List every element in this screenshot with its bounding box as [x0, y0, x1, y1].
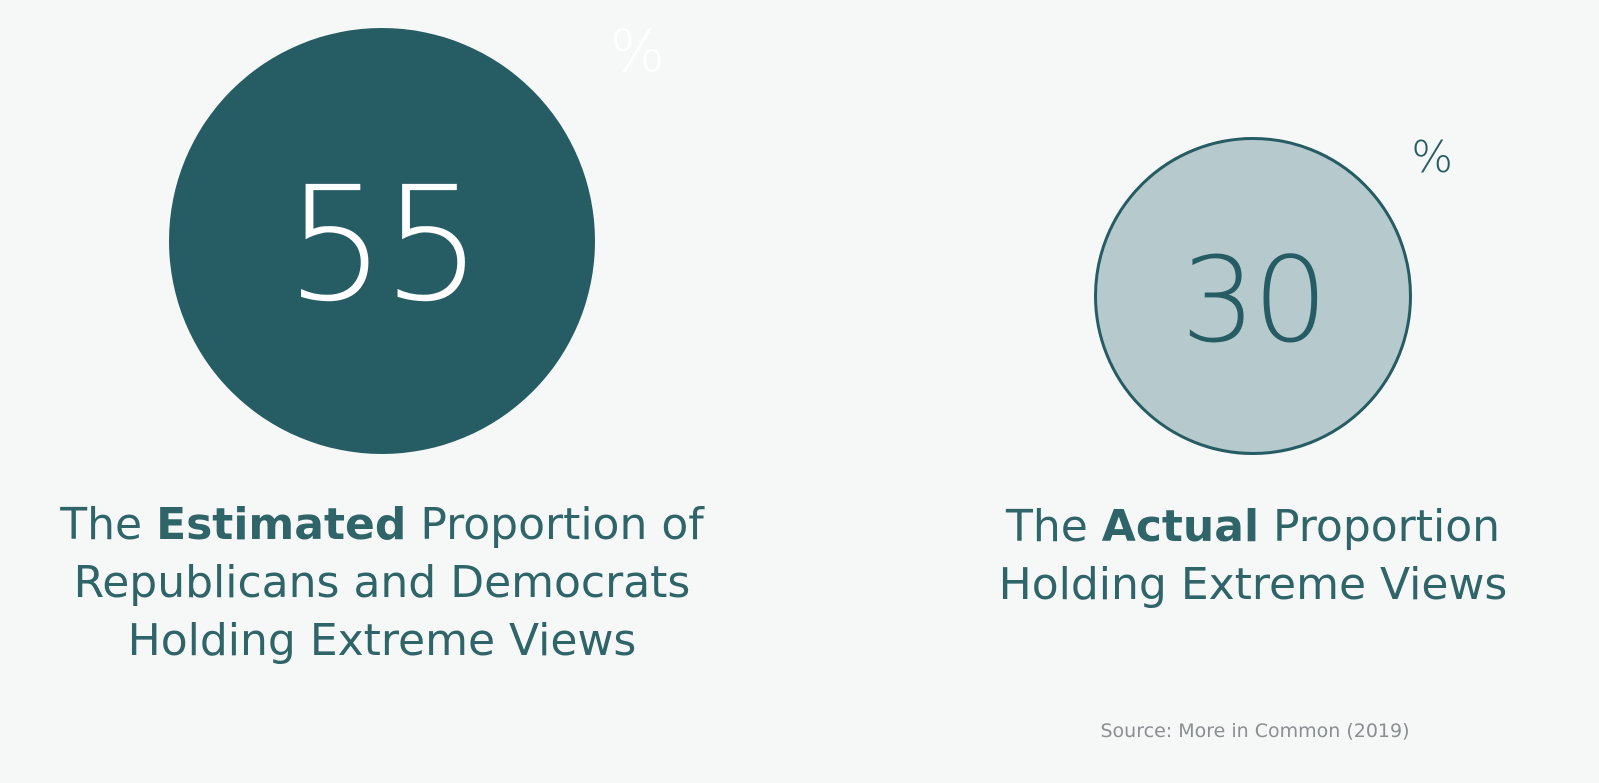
- estimated-circle: 55%: [169, 22, 665, 454]
- actual-value: 30: [1180, 231, 1328, 369]
- estimated-emphasis: Estimated: [156, 499, 407, 550]
- actual-circle: 30%: [1094, 136, 1453, 455]
- estimated-percent-sign: %: [609, 17, 665, 85]
- actual-caption-line-2: Holding Extreme Views: [998, 559, 1508, 610]
- estimated-caption-line-1: The Estimated Proportion of: [60, 499, 704, 550]
- actual-caption-line-1: The Actual Proportion: [1005, 501, 1501, 552]
- actual-percent-sign: %: [1411, 132, 1453, 183]
- estimated-value: 55: [285, 153, 482, 337]
- estimated-caption-line-2: Republicans and Democrats: [73, 557, 691, 608]
- actual-emphasis: Actual: [1101, 501, 1260, 552]
- actual-caption: The Actual Proportion Holding Extreme Vi…: [958, 498, 1548, 614]
- source-note: Source: More in Common (2019): [1100, 720, 1410, 742]
- estimated-caption: The Estimated Proportion of Republicans …: [32, 496, 732, 670]
- estimated-caption-line-3: Holding Extreme Views: [127, 615, 637, 666]
